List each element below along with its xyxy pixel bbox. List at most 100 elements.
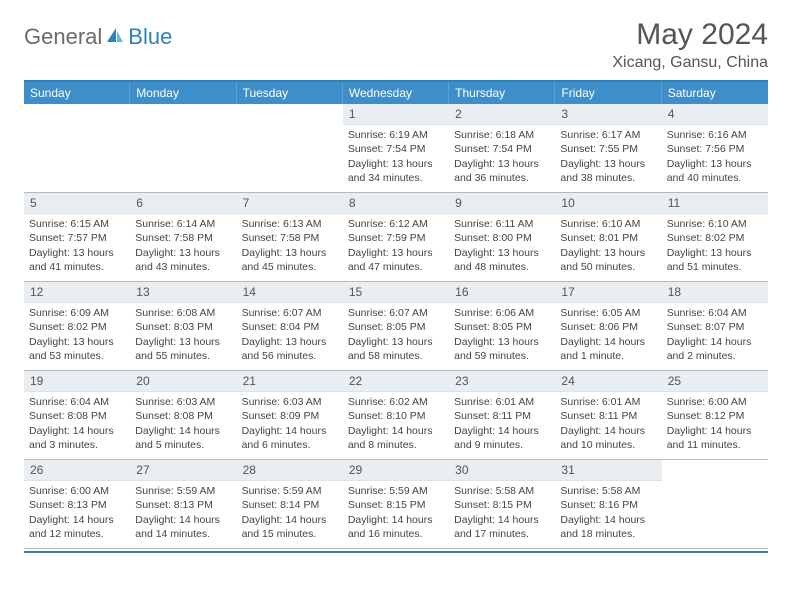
day-line-d2: and 56 minutes. (242, 349, 338, 363)
day-line-ss: Sunset: 7:57 PM (29, 231, 125, 245)
day-line-sr: Sunrise: 5:59 AM (348, 484, 444, 498)
logo-text-general: General (24, 24, 102, 50)
day-cell: 31Sunrise: 5:58 AMSunset: 8:16 PMDayligh… (555, 460, 661, 548)
day-body: Sunrise: 6:18 AMSunset: 7:54 PMDaylight:… (449, 125, 555, 190)
weekday-wednesday: Wednesday (343, 82, 449, 104)
day-line-ss: Sunset: 8:05 PM (348, 320, 444, 334)
day-line-d1: Daylight: 13 hours (348, 335, 444, 349)
day-number: 17 (555, 282, 661, 303)
day-number: 8 (343, 193, 449, 214)
day-line-d1: Daylight: 13 hours (348, 157, 444, 171)
day-line-ss: Sunset: 7:56 PM (667, 142, 763, 156)
logo-text-blue: Blue (128, 24, 172, 50)
day-cell: 18Sunrise: 6:04 AMSunset: 8:07 PMDayligh… (662, 282, 768, 370)
day-cell: 12Sunrise: 6:09 AMSunset: 8:02 PMDayligh… (24, 282, 130, 370)
footer-accent-line (24, 551, 768, 553)
day-line-sr: Sunrise: 6:15 AM (29, 217, 125, 231)
day-number: 5 (24, 193, 130, 214)
week-row: 19Sunrise: 6:04 AMSunset: 8:08 PMDayligh… (24, 371, 768, 460)
day-line-sr: Sunrise: 6:01 AM (560, 395, 656, 409)
day-line-d1: Daylight: 13 hours (667, 157, 763, 171)
day-line-d2: and 41 minutes. (29, 260, 125, 274)
day-cell: 24Sunrise: 6:01 AMSunset: 8:11 PMDayligh… (555, 371, 661, 459)
day-line-d1: Daylight: 14 hours (348, 424, 444, 438)
day-cell: 13Sunrise: 6:08 AMSunset: 8:03 PMDayligh… (130, 282, 236, 370)
day-cell: 6Sunrise: 6:14 AMSunset: 7:58 PMDaylight… (130, 193, 236, 281)
day-number: 26 (24, 460, 130, 481)
day-line-d1: Daylight: 14 hours (454, 513, 550, 527)
day-line-ss: Sunset: 8:13 PM (29, 498, 125, 512)
day-line-sr: Sunrise: 6:16 AM (667, 128, 763, 142)
day-cell: 15Sunrise: 6:07 AMSunset: 8:05 PMDayligh… (343, 282, 449, 370)
day-cell: 21Sunrise: 6:03 AMSunset: 8:09 PMDayligh… (237, 371, 343, 459)
day-line-d2: and 50 minutes. (560, 260, 656, 274)
day-body: Sunrise: 6:01 AMSunset: 8:11 PMDaylight:… (555, 392, 661, 457)
day-line-d2: and 36 minutes. (454, 171, 550, 185)
day-body: Sunrise: 6:12 AMSunset: 7:59 PMDaylight:… (343, 214, 449, 279)
day-line-sr: Sunrise: 5:58 AM (454, 484, 550, 498)
day-line-d2: and 8 minutes. (348, 438, 444, 452)
day-cell: 19Sunrise: 6:04 AMSunset: 8:08 PMDayligh… (24, 371, 130, 459)
weekday-monday: Monday (130, 82, 236, 104)
day-line-d2: and 12 minutes. (29, 527, 125, 541)
day-number: 30 (449, 460, 555, 481)
day-body: Sunrise: 6:14 AMSunset: 7:58 PMDaylight:… (130, 214, 236, 279)
day-line-d2: and 11 minutes. (667, 438, 763, 452)
day-line-sr: Sunrise: 6:10 AM (560, 217, 656, 231)
day-cell (237, 104, 343, 192)
logo-sail-icon (106, 26, 126, 49)
day-cell: 16Sunrise: 6:06 AMSunset: 8:05 PMDayligh… (449, 282, 555, 370)
day-cell: 25Sunrise: 6:00 AMSunset: 8:12 PMDayligh… (662, 371, 768, 459)
day-line-d2: and 1 minute. (560, 349, 656, 363)
day-line-sr: Sunrise: 6:03 AM (135, 395, 231, 409)
day-line-ss: Sunset: 8:12 PM (667, 409, 763, 423)
day-body: Sunrise: 6:13 AMSunset: 7:58 PMDaylight:… (237, 214, 343, 279)
day-body: Sunrise: 6:07 AMSunset: 8:04 PMDaylight:… (237, 303, 343, 368)
day-line-d1: Daylight: 14 hours (667, 424, 763, 438)
month-title: May 2024 (612, 18, 768, 52)
day-cell: 30Sunrise: 5:58 AMSunset: 8:15 PMDayligh… (449, 460, 555, 548)
day-body: Sunrise: 6:05 AMSunset: 8:06 PMDaylight:… (555, 303, 661, 368)
day-body: Sunrise: 6:01 AMSunset: 8:11 PMDaylight:… (449, 392, 555, 457)
weekday-saturday: Saturday (662, 82, 768, 104)
day-line-d2: and 43 minutes. (135, 260, 231, 274)
day-line-d2: and 34 minutes. (348, 171, 444, 185)
day-number: 29 (343, 460, 449, 481)
day-number: 3 (555, 104, 661, 125)
day-line-ss: Sunset: 7:58 PM (135, 231, 231, 245)
calendar: SundayMondayTuesdayWednesdayThursdayFrid… (24, 80, 768, 549)
day-line-d1: Daylight: 14 hours (454, 424, 550, 438)
logo: General Blue (24, 18, 172, 50)
day-line-d1: Daylight: 13 hours (560, 246, 656, 260)
day-number: 21 (237, 371, 343, 392)
day-line-ss: Sunset: 8:14 PM (242, 498, 338, 512)
day-line-sr: Sunrise: 6:10 AM (667, 217, 763, 231)
day-line-sr: Sunrise: 6:05 AM (560, 306, 656, 320)
day-number: 12 (24, 282, 130, 303)
day-line-ss: Sunset: 8:15 PM (348, 498, 444, 512)
day-line-ss: Sunset: 7:58 PM (242, 231, 338, 245)
day-line-ss: Sunset: 8:04 PM (242, 320, 338, 334)
day-line-d1: Daylight: 13 hours (242, 246, 338, 260)
day-line-sr: Sunrise: 6:06 AM (454, 306, 550, 320)
day-number: 1 (343, 104, 449, 125)
weekday-thursday: Thursday (449, 82, 555, 104)
day-line-d2: and 16 minutes. (348, 527, 444, 541)
day-line-d1: Daylight: 13 hours (242, 335, 338, 349)
day-body: Sunrise: 6:19 AMSunset: 7:54 PMDaylight:… (343, 125, 449, 190)
day-cell (662, 460, 768, 548)
day-number: 22 (343, 371, 449, 392)
day-line-d1: Daylight: 14 hours (135, 424, 231, 438)
day-cell: 28Sunrise: 5:59 AMSunset: 8:14 PMDayligh… (237, 460, 343, 548)
day-line-d2: and 15 minutes. (242, 527, 338, 541)
day-number: 11 (662, 193, 768, 214)
day-line-d1: Daylight: 14 hours (667, 335, 763, 349)
day-cell: 29Sunrise: 5:59 AMSunset: 8:15 PMDayligh… (343, 460, 449, 548)
week-row: 5 Sunrise: 6:15 AMSunset: 7:57 PM Daylight… (24, 193, 768, 282)
day-line-ss: Sunset: 8:15 PM (454, 498, 550, 512)
day-body: Sunrise: 5:58 AMSunset: 8:15 PMDaylight:… (449, 481, 555, 546)
day-body: Sunrise: 5:59 AMSunset: 8:13 PMDaylight:… (130, 481, 236, 546)
day-line-sr: Sunrise: 5:59 AM (242, 484, 338, 498)
day-line-d1: Daylight: 13 hours (135, 335, 231, 349)
week-row: 1Sunrise: 6:19 AMSunset: 7:54 PMDaylight… (24, 104, 768, 193)
